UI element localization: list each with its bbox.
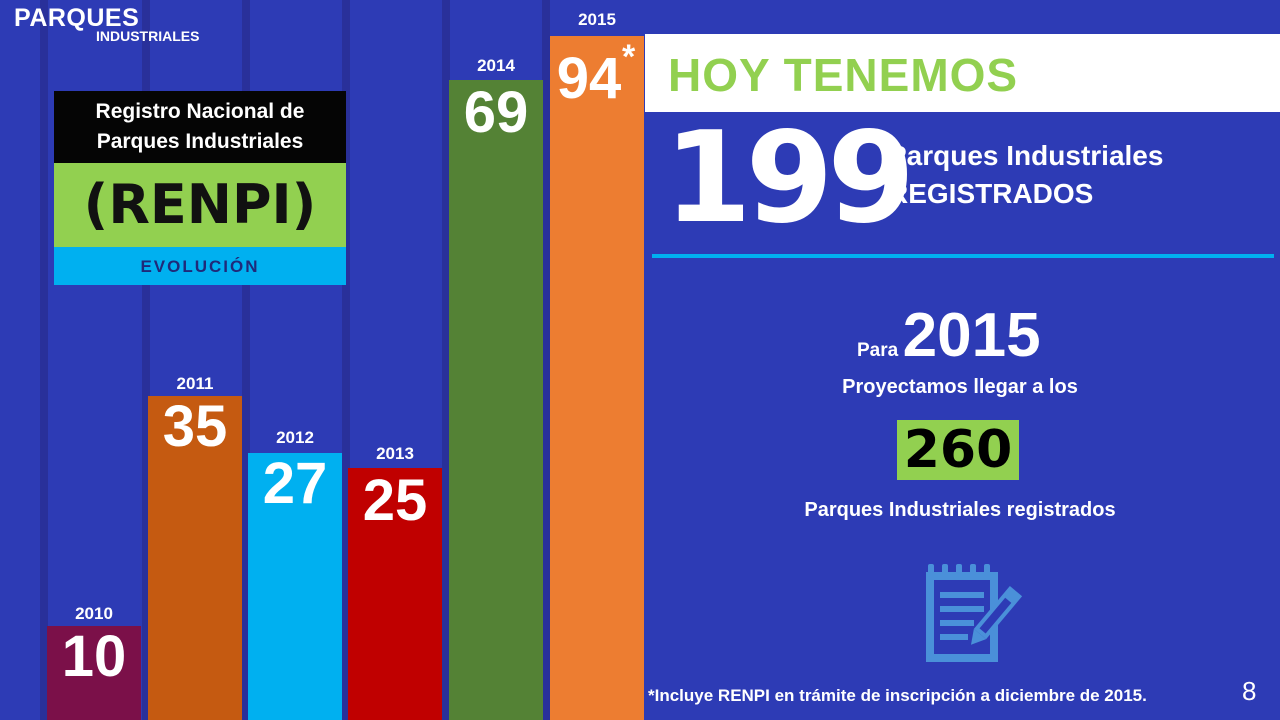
bar-2013: [348, 468, 442, 720]
bar-year-2014: 2014: [477, 56, 515, 75]
document-pencil-icon: [926, 564, 1023, 662]
para-label: Para: [857, 340, 899, 361]
bar-value-2013: 25: [362, 468, 428, 533]
registered-count: 199: [664, 104, 915, 251]
renpi-acronym: (RENPI): [54, 163, 346, 247]
bar-year-2013: 2013: [376, 444, 414, 463]
registered-label-line1: Parques Industriales: [888, 140, 1164, 171]
divider: [652, 254, 1274, 258]
stripe: [542, 0, 550, 720]
projection-year-row: Para 2015: [857, 300, 1041, 371]
bar-value-2011: 35: [162, 394, 228, 459]
asterisk: *: [622, 38, 636, 76]
logo-line1: PARQUES: [14, 4, 140, 32]
bar-2012: [248, 453, 342, 720]
stripe: [442, 0, 450, 720]
bar-year-2015: 2015: [578, 10, 616, 29]
bar-2014: [449, 80, 543, 720]
hoy-heading: HOY TENEMOS: [668, 49, 1019, 101]
projection-text: Proyectamos llegar a los: [842, 376, 1078, 398]
projection-number: 260: [897, 420, 1019, 480]
bar-year-2010: 2010: [75, 604, 113, 623]
stripe: [40, 0, 48, 720]
bar-value-2015: 94: [556, 46, 622, 111]
hoy-banner: [645, 34, 1280, 112]
logo: PARQUES INDUSTRIALES: [14, 4, 200, 44]
registered-label-line2: REGISTRADOS: [888, 178, 1094, 209]
footnote: *Incluye RENPI en trámite de inscripción…: [648, 686, 1147, 705]
bar-value-2012: 27: [262, 451, 328, 516]
bar-year-2012: 2012: [276, 428, 314, 447]
bar-value-2014: 69: [463, 80, 529, 145]
bar-2010: [47, 626, 141, 720]
stripe: [342, 0, 350, 720]
bar-2011: [148, 396, 242, 720]
stripe: [242, 0, 250, 720]
bar-value-2010: 10: [61, 624, 127, 689]
renpi-title: Registro Nacional de Parques Industriale…: [54, 91, 346, 163]
evolution-label: EVOLUCIÓN: [54, 247, 346, 285]
logo-line2: INDUSTRIALES: [96, 28, 200, 44]
background-stripes: [40, 0, 550, 720]
stripe: [142, 0, 150, 720]
page-number: 8: [1242, 676, 1257, 706]
bar-2015: [550, 36, 644, 720]
bar-year-2011: 2011: [176, 374, 214, 393]
projection-label: Parques Industriales registrados: [804, 499, 1116, 521]
projection-year: 2015: [902, 301, 1041, 370]
